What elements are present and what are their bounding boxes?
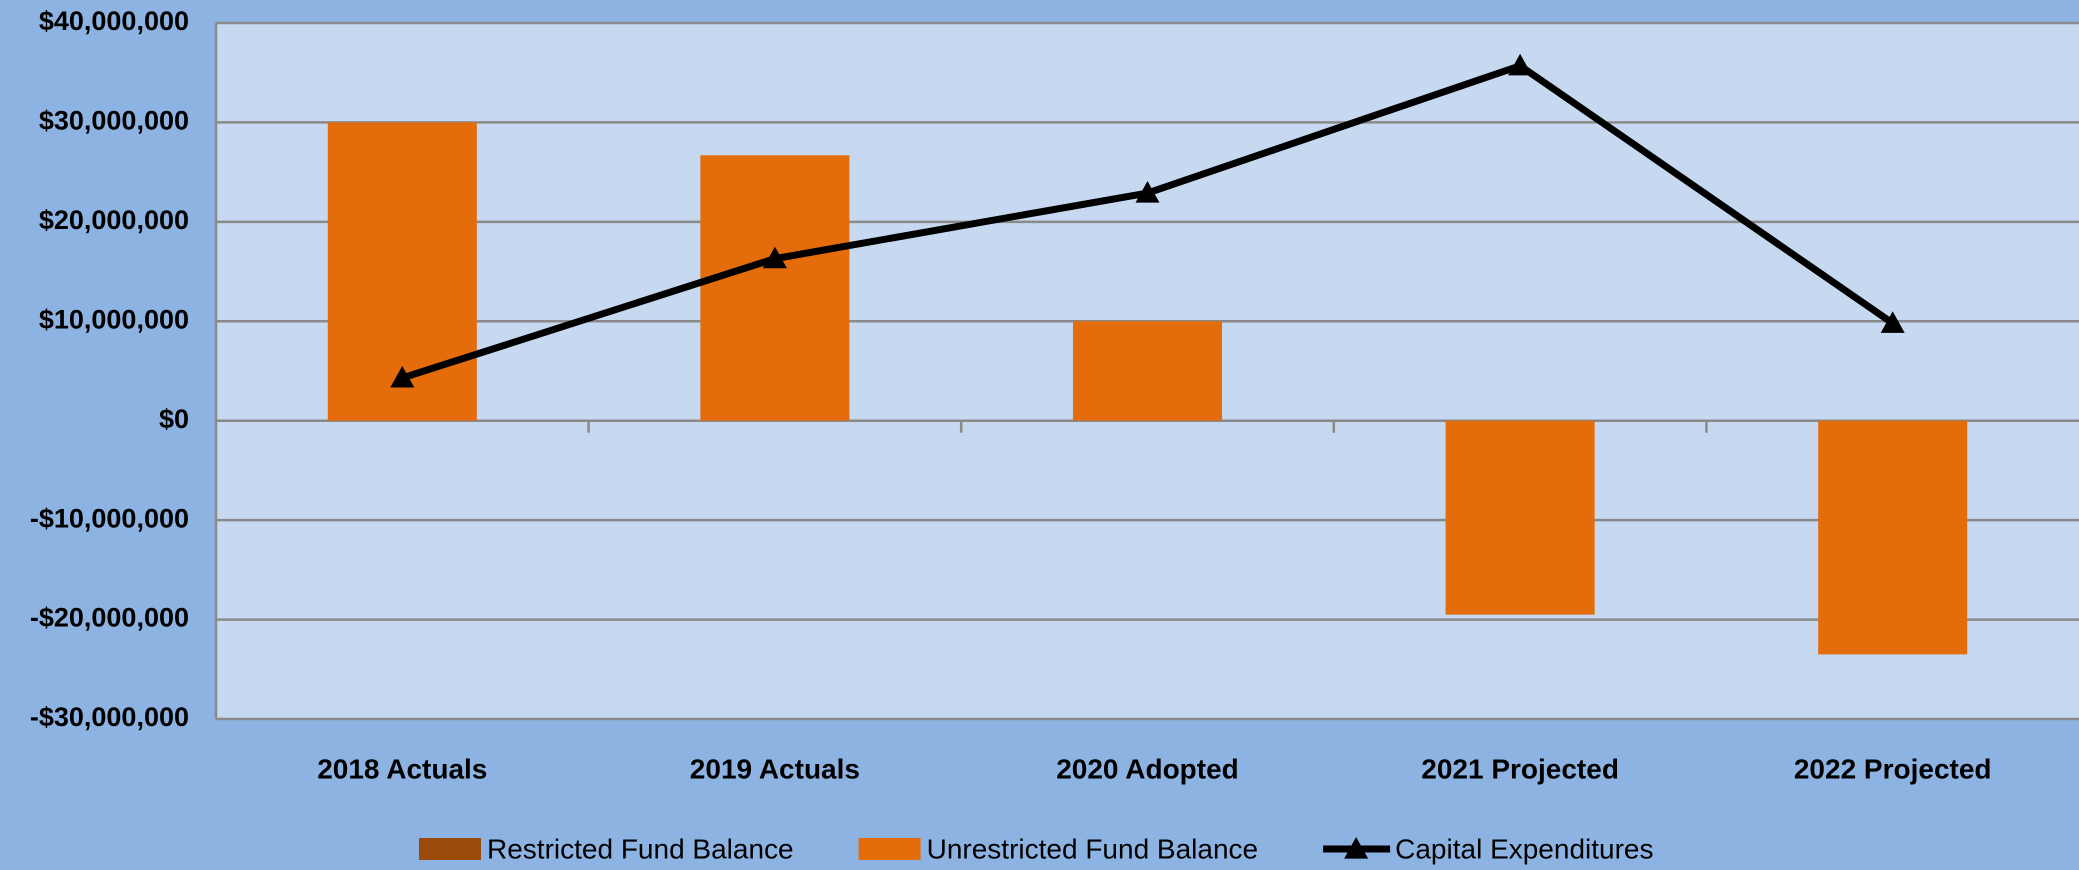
- y-tick-label: -$20,000,000: [30, 603, 189, 633]
- bar: [1818, 420, 1968, 655]
- y-tick-label: $10,000,000: [39, 304, 189, 334]
- legend-marker: [1344, 837, 1369, 859]
- y-tick-label: $20,000,000: [39, 205, 189, 235]
- marker: [1880, 311, 1905, 333]
- legend-label: Capital Expenditures: [1395, 833, 1653, 864]
- y-tick-label: -$10,000,000: [30, 503, 189, 533]
- legend-swatch: [858, 838, 921, 860]
- bar: [1072, 321, 1223, 421]
- x-tick-label: 2019 Actuals: [690, 753, 860, 784]
- legend-label: Restricted Fund Balance: [487, 833, 794, 864]
- marker: [1508, 53, 1533, 76]
- marker: [762, 246, 787, 269]
- x-tick-label: 2020 Adopted: [1056, 753, 1239, 784]
- y-tick-label: $0: [159, 404, 189, 434]
- y-tick-label: $40,000,000: [39, 6, 189, 36]
- x-tick-label: 2021 Projected: [1421, 753, 1619, 784]
- bar: [700, 155, 850, 421]
- marker: [390, 365, 415, 388]
- legend-label: Unrestricted Fund Balance: [927, 833, 1259, 864]
- y-tick-label: $30,000,000: [39, 106, 189, 136]
- legend-swatch: [419, 838, 481, 860]
- x-tick-label: 2022 Projected: [1794, 753, 1992, 784]
- y-tick-label: -$30,000,000: [30, 702, 189, 732]
- x-tick-label: 2018 Actuals: [317, 753, 487, 784]
- bar: [1445, 420, 1595, 615]
- marker: [1135, 181, 1160, 203]
